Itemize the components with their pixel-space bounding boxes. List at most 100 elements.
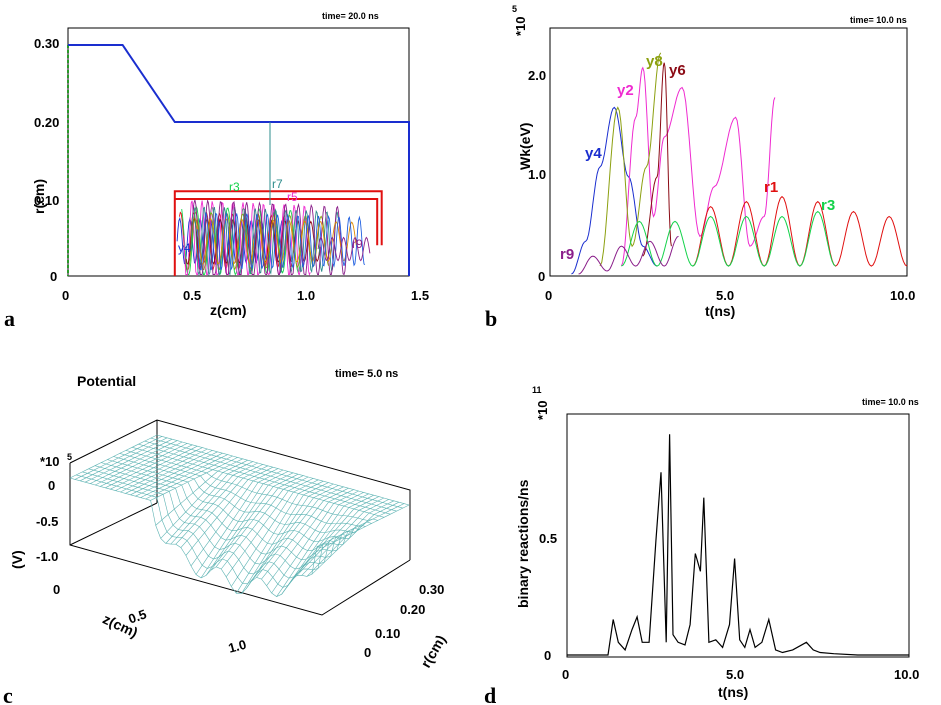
panel-c-mesh-line-z13 <box>135 452 223 497</box>
panel-c-mesh-line-z35 <box>246 483 334 589</box>
panel-d-y-exponent: 11 <box>532 385 542 395</box>
panel-d-ytick-0.5: 0.5 <box>539 531 557 546</box>
panel-b-ytick-0: 0 <box>538 269 545 284</box>
panel-c-mesh-line-z19 <box>165 461 253 544</box>
panel-c-mesh-line-z44 <box>291 496 379 581</box>
panel-c-surface-mesh <box>69 434 410 597</box>
panel-c-ztick--0.5: -0.5 <box>36 514 58 529</box>
panel-c-mesh-line-z26 <box>200 471 289 579</box>
panel-c-mesh-line-z5 <box>95 441 183 486</box>
panel-c-mesh-line-z14 <box>140 454 228 498</box>
panel-c-mesh-line-z11 <box>125 450 213 494</box>
panel-c-mesh-line-z2 <box>79 437 168 482</box>
panel-a-label: a <box>4 306 15 331</box>
panel-c-mesh-line-z0 <box>69 434 158 479</box>
panel-c-mesh-line-z40 <box>271 490 359 594</box>
panel-d-time-label: time= 10.0 ns <box>862 397 919 407</box>
panel-c-ytick-0.30: 0.30 <box>419 582 444 597</box>
panel-c-ylabel: r(cm) <box>417 632 448 670</box>
panel-c-mesh-line-z29 <box>215 475 304 567</box>
panel-a-xlabel: z(cm) <box>210 302 247 318</box>
panel-d-xtick-10.0: 10.0 <box>894 667 919 682</box>
panel-c-mesh-line-z46 <box>301 499 389 576</box>
panel-c-mesh-line-z1 <box>74 436 163 480</box>
panel-a-trajectory-4 <box>183 200 311 276</box>
panel-b-frame <box>549 27 908 277</box>
panel-b-y-multiplier: *10 <box>513 16 528 36</box>
panel-b-ytick-1.0: 1.0 <box>528 167 546 182</box>
panel-c-box-front <box>69 463 411 616</box>
panel-c-box <box>69 419 411 616</box>
panel-b-xtick-10.0: 10.0 <box>890 288 915 303</box>
panel-b-xtick-5.0: 5.0 <box>716 288 734 303</box>
panel-c-xtick-0: 0 <box>53 582 60 597</box>
panel-c-xtick-1.0: 1.0 <box>227 637 248 656</box>
panel-c-box-back <box>69 419 411 560</box>
panel-c-mesh-line-z16 <box>150 457 238 501</box>
panel-b-series-y4 <box>571 106 658 275</box>
panel-a-time-label: time= 20.0 ns <box>322 11 379 21</box>
panel-c-mesh-line-z49 <box>316 503 405 547</box>
panel-c-mesh-line-z39 <box>266 489 354 586</box>
panel-c-ztick-0: 0 <box>48 478 55 493</box>
panel-a-ytick-0: 0 <box>50 269 57 284</box>
panel-c-mesh-line-z28 <box>210 473 299 571</box>
panel-a: time= 20.0 ns 0.30 0.20 0.10 0 r(cm) 0 0… <box>4 11 429 331</box>
panel-c-mesh-line-r5 <box>101 462 354 551</box>
panel-a-beam-boundary-inner <box>174 198 379 246</box>
panel-c-mesh-line-r9 <box>125 450 378 521</box>
panel-d-xlabel: t(ns) <box>718 684 748 700</box>
panel-c-title: Potential <box>77 373 136 389</box>
panel-d-xtick-0: 0 <box>562 667 569 682</box>
panel-a-tag-r9: r9 <box>352 237 363 251</box>
panel-a-beam-boundary <box>173 190 383 276</box>
panel-a-tag-r5: r5 <box>287 190 298 204</box>
panel-c-ytick-0.20: 0.20 <box>400 602 425 617</box>
panel-c-ytick-0: 0 <box>364 645 371 660</box>
panel-c-zlabel: (V) <box>9 550 25 569</box>
panel-b-tag-r9: r9 <box>560 246 574 263</box>
panel-c-time-label: time= 5.0 ns <box>335 368 398 380</box>
panel-b-ytick-2.0: 2.0 <box>528 68 546 83</box>
panel-a-xtick-1.5: 1.5 <box>411 288 429 303</box>
panel-a-ytick-0.20: 0.20 <box>34 115 59 130</box>
panel-b-xtick-0: 0 <box>545 288 552 303</box>
panel-c-ytick-0.10: 0.10 <box>375 626 400 641</box>
panel-b-y-exponent: 5 <box>512 4 517 14</box>
panel-c-mesh-line-z17 <box>155 458 243 526</box>
panel-c-mesh-line-z23 <box>185 466 274 556</box>
panel-c-mesh-line-z21 <box>175 464 263 545</box>
panel-b-tag-r3: r3 <box>821 197 835 214</box>
panel-c-mesh-line-z50 <box>321 504 410 549</box>
panel-b-time-label: time= 10.0 ns <box>850 15 907 25</box>
panel-a-xtick-1.0: 1.0 <box>297 288 315 303</box>
panel-c-mesh-line-z30 <box>220 476 309 570</box>
panel-c-mesh-line-z10 <box>120 448 208 493</box>
panel-b-tag-r1: r1 <box>764 179 778 196</box>
panel-d-y-multiplier: *10 <box>535 400 550 420</box>
panel-c-mesh-line-z48 <box>311 501 400 575</box>
panel-c-label: c <box>3 683 13 705</box>
panel-a-trajectory-r9-tail <box>317 236 371 262</box>
panel-c-mesh-line-z27 <box>205 472 294 576</box>
panel-c-mesh-line-z42 <box>281 493 369 595</box>
panel-c-mesh-line-z25 <box>195 469 284 575</box>
panel-a-tag-r7: r7 <box>272 177 283 191</box>
panel-a-tag-r3: r3 <box>229 180 240 194</box>
panel-b-series-y2 <box>620 66 776 267</box>
panel-b-tag-y4: y4 <box>585 145 602 162</box>
panel-b-tag-y8: y8 <box>646 53 663 70</box>
panel-d-label: d <box>484 683 496 705</box>
panel-c-mesh-line-z6 <box>100 443 188 487</box>
panel-b-series-r1 <box>692 195 908 267</box>
panel-c-xtick-0.5: 0.5 <box>126 606 148 626</box>
panel-b-label: b <box>485 306 497 331</box>
panel-c-ztick--1.0: -1.0 <box>36 549 58 564</box>
panel-c-mesh-line-z31 <box>225 478 314 577</box>
panel-c: Potential time= 5.0 ns *10 5 0 -0.5 -1.0… <box>3 368 449 705</box>
panel-c-mesh-line-z9 <box>115 447 203 491</box>
panel-c-mesh-line-z20 <box>170 462 258 545</box>
panel-c-z-multiplier: *10 <box>40 454 60 469</box>
panel-c-mesh-line-z15 <box>145 455 233 500</box>
panel-a-xtick-0.5: 0.5 <box>183 288 201 303</box>
